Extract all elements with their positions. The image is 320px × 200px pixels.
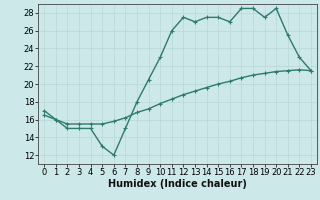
X-axis label: Humidex (Indice chaleur): Humidex (Indice chaleur)	[108, 179, 247, 189]
